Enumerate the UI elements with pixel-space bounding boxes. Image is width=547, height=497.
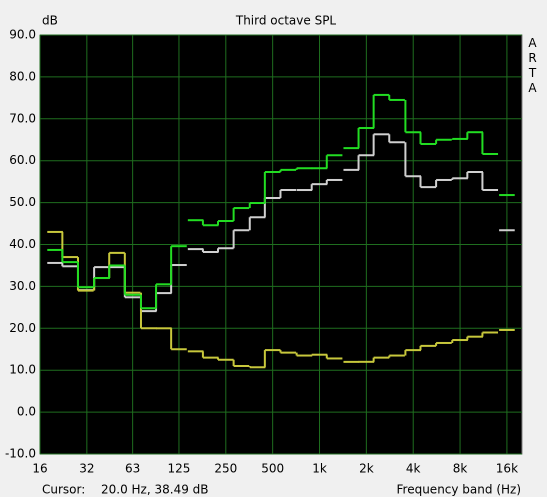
- x-tick-label: 125: [167, 462, 190, 476]
- cursor-label: Cursor:: [42, 483, 85, 497]
- y-tick-label: 0.0: [17, 405, 36, 419]
- x-axis-label: Frequency band (Hz): [397, 483, 522, 497]
- y-tick-label: 30.0: [9, 279, 36, 293]
- chart-title: Third octave SPL: [235, 14, 337, 28]
- x-tick-label: 1k: [312, 462, 327, 476]
- x-tick-label: 16k: [496, 462, 518, 476]
- x-tick-label: 32: [79, 462, 94, 476]
- y-tick-label: 40.0: [9, 237, 36, 251]
- y-tick-label: 10.0: [9, 363, 36, 377]
- x-tick-label: 4k: [406, 462, 421, 476]
- y-tick-label: 80.0: [9, 69, 36, 83]
- y-axis-label: dB: [42, 14, 58, 28]
- y-tick-label: 50.0: [9, 195, 36, 209]
- y-tick-label: 20.0: [9, 321, 36, 335]
- x-tick-label: 16: [32, 462, 47, 476]
- y-tick-label: 70.0: [9, 111, 36, 125]
- x-tick-label: 2k: [359, 462, 374, 476]
- y-tick-label: 90.0: [9, 28, 36, 42]
- cursor-value: 20.0 Hz, 38.49 dB: [101, 483, 209, 497]
- x-tick-label: 500: [261, 462, 284, 476]
- x-tick-label: 8k: [453, 462, 468, 476]
- x-tick-label: 63: [125, 462, 140, 476]
- y-tick-label: 60.0: [9, 153, 36, 167]
- x-tick-label: 250: [214, 462, 237, 476]
- y-tick-label: -10.0: [5, 447, 36, 461]
- watermark: ARTA: [528, 36, 537, 95]
